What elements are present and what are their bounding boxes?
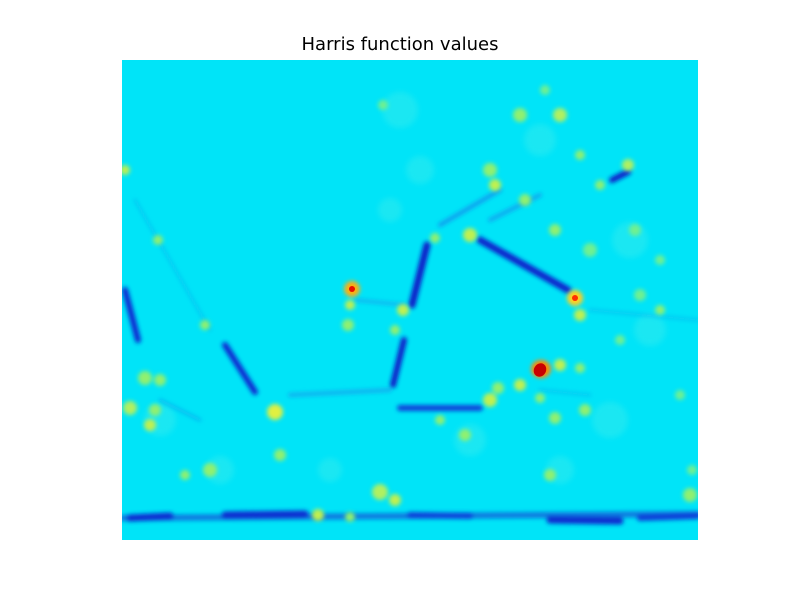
edge-layer: [122, 169, 698, 525]
corner-layer: [122, 85, 697, 522]
peak-layer: [349, 286, 578, 378]
chart-title: Harris function values: [301, 34, 499, 55]
